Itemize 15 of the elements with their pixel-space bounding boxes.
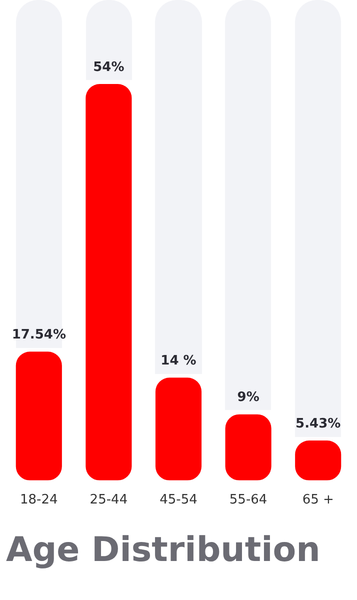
x-tick-label: 25-44 <box>90 492 128 508</box>
x-tick-label: 18-24 <box>20 492 58 508</box>
data-label: 14 % <box>160 354 196 369</box>
bar <box>86 84 132 480</box>
x-tick-label: 65 + <box>302 492 334 508</box>
x-tick-label: 45-54 <box>160 492 198 508</box>
data-label: 17.54% <box>12 328 66 343</box>
text: Age Distribution <box>6 530 322 570</box>
bar <box>225 414 272 480</box>
x-tick-label: 55-64 <box>229 492 268 508</box>
bar <box>155 378 202 480</box>
bar <box>16 352 62 480</box>
data-label: 5.43% <box>296 416 341 432</box>
data-label: 9% <box>237 390 260 406</box>
data-label: 54% <box>93 60 124 75</box>
